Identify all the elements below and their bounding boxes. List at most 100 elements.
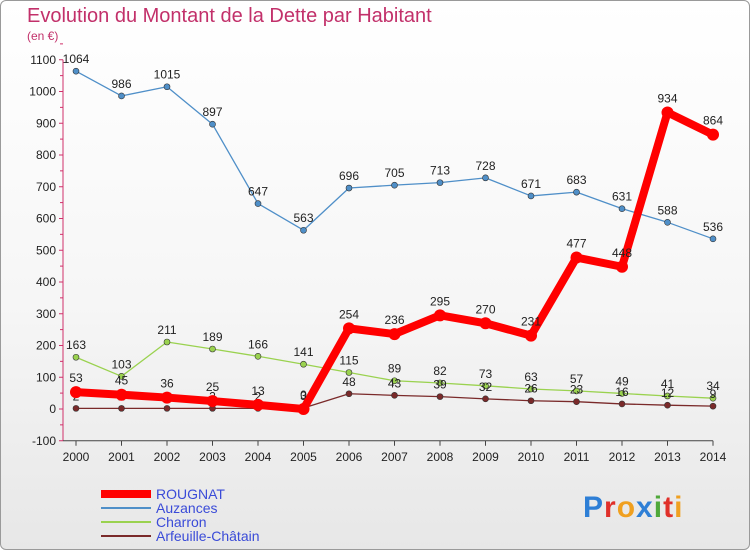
- data-point: [163, 338, 171, 346]
- data-label: 48: [342, 375, 356, 389]
- data-point: [161, 391, 173, 404]
- data-point: [434, 309, 446, 322]
- data-point: [709, 402, 717, 410]
- data-point: [391, 181, 398, 189]
- data-label: 647: [248, 185, 268, 199]
- y-tick-label: 900: [36, 116, 56, 130]
- data-label: 34: [706, 379, 720, 393]
- data-label: 563: [293, 211, 313, 225]
- data-point: [388, 328, 401, 341]
- data-label: 295: [430, 294, 450, 308]
- x-tick-label: 2013: [654, 450, 681, 464]
- data-point: [209, 120, 216, 128]
- data-point: [118, 372, 125, 380]
- data-label: 141: [293, 345, 313, 359]
- data-label: 236: [384, 313, 404, 327]
- chart-subtitle: (en €): [27, 29, 59, 43]
- data-point: [573, 387, 580, 395]
- data-label: 16: [615, 385, 629, 399]
- data-point: [664, 219, 671, 226]
- data-point: [618, 390, 626, 397]
- data-label: 41: [661, 377, 675, 391]
- data-label: 728: [475, 159, 495, 173]
- logo-letter: t: [663, 491, 675, 524]
- data-label: 9: [710, 387, 717, 401]
- data-point: [527, 192, 535, 200]
- y-tick-label: 200: [36, 339, 56, 353]
- data-label: 448: [612, 246, 632, 260]
- y-tick-label: 500: [36, 243, 56, 257]
- data-point: [72, 353, 80, 361]
- data-point: [345, 184, 353, 192]
- data-label: 1064: [63, 52, 90, 66]
- x-tick-label: 2004: [245, 450, 272, 464]
- data-label: 588: [657, 203, 677, 217]
- y-tick-label: 600: [36, 212, 56, 226]
- data-label: 189: [202, 330, 222, 344]
- data-label: 1015: [154, 68, 181, 82]
- series-line-Auzances: [75, 70, 714, 240]
- x-tick-label: 2014: [700, 450, 727, 464]
- data-point: [72, 67, 80, 75]
- data-point: [527, 385, 535, 393]
- legend-label: Auzances: [156, 500, 217, 516]
- data-point: [618, 400, 626, 408]
- x-tick-label: 2011: [564, 450, 590, 464]
- data-label: 864: [703, 114, 723, 128]
- data-point: [206, 395, 219, 408]
- data-label: 254: [339, 307, 359, 321]
- data-point: [70, 386, 82, 399]
- data-point: [482, 382, 489, 390]
- data-label: 0: [300, 388, 307, 402]
- data-point: [343, 322, 355, 335]
- logo-letter: r: [604, 491, 617, 524]
- y-tick-label: 0: [49, 402, 56, 416]
- data-point: [72, 405, 80, 412]
- y-tick-label: 700: [36, 180, 56, 194]
- data-point: [254, 352, 262, 360]
- data-point: [479, 317, 492, 330]
- data-point: [664, 401, 671, 409]
- x-tick-label: 2006: [336, 450, 363, 464]
- x-tick-label: 2010: [518, 450, 545, 464]
- data-label: 631: [612, 190, 632, 204]
- x-tick-label: 2002: [154, 450, 181, 464]
- data-point: [391, 392, 398, 399]
- data-label: 32: [479, 380, 493, 394]
- data-point: [345, 369, 353, 376]
- data-point: [436, 379, 444, 387]
- x-tick-label: 2007: [381, 450, 408, 464]
- y-tick-label: -100: [32, 434, 56, 448]
- y-tick-label: 1100: [30, 53, 56, 67]
- data-label: 211: [157, 323, 176, 337]
- legend-label: Charron: [156, 514, 207, 530]
- data-point: [482, 174, 489, 182]
- data-point: [616, 260, 628, 273]
- logo-letter: o: [616, 491, 637, 524]
- x-tick-label: 2005: [290, 450, 317, 464]
- y-tick-label: 1000: [29, 85, 56, 99]
- data-label: 23: [570, 383, 584, 397]
- legend-label: Arfeuille-Châtain: [156, 528, 260, 544]
- data-point: [709, 235, 717, 243]
- x-tick-label: 2009: [472, 450, 499, 464]
- data-label: 671: [521, 177, 541, 191]
- data-point: [345, 390, 353, 398]
- data-label: 477: [566, 237, 586, 251]
- data-label: 270: [475, 302, 495, 316]
- data-point: [709, 394, 717, 402]
- data-label: 43: [388, 376, 402, 390]
- logo-letter: i: [653, 491, 664, 524]
- data-label: 63: [524, 370, 538, 384]
- data-label: 25: [206, 380, 220, 394]
- data-point: [525, 329, 537, 342]
- logo-letter: P: [583, 491, 605, 524]
- x-tick-label: 2003: [199, 450, 226, 464]
- data-label: 163: [66, 338, 86, 352]
- data-point: [661, 106, 674, 119]
- data-point: [252, 398, 264, 411]
- x-tick-label: 2001: [108, 450, 135, 464]
- data-point: [573, 398, 580, 405]
